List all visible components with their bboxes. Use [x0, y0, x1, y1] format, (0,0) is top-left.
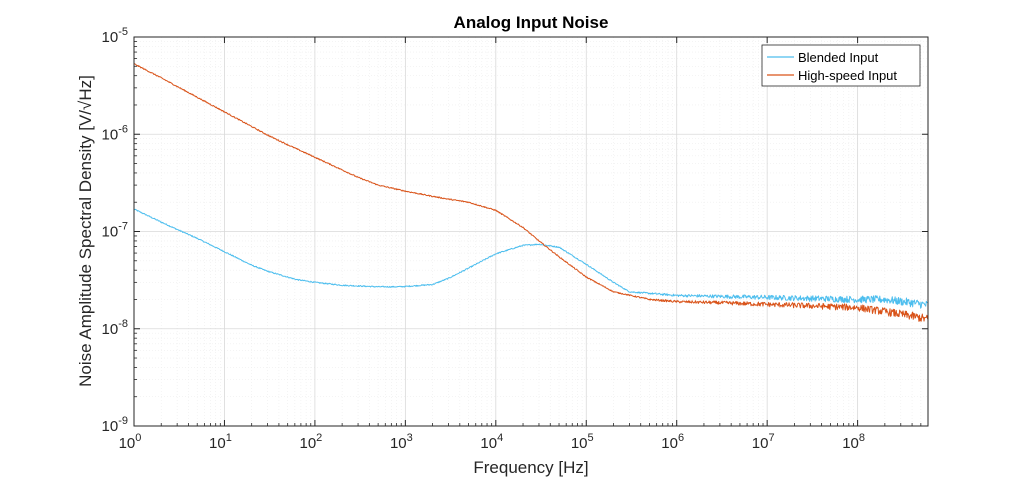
axis-ticks: [133, 36, 929, 427]
legend-box: [761, 44, 921, 87]
y-tick-label: 10-6: [102, 123, 128, 143]
x-tick-label: 105: [571, 432, 594, 452]
y-tick-label: 10-8: [102, 318, 128, 338]
legend: Blended Input High-speed Input: [761, 44, 921, 87]
x-tick-label: 101: [209, 432, 232, 452]
x-tick-label: 100: [119, 432, 142, 452]
x-tick-label: 108: [842, 432, 865, 452]
legend-label-high-speed: High-speed Input: [798, 68, 897, 83]
series-layer: [133, 63, 929, 322]
y-tick-label: 10-5: [102, 26, 128, 46]
y-tick-label: 10-7: [102, 221, 128, 241]
x-tick-label: 103: [390, 432, 413, 452]
x-tick-labels: 100 101 102 103 104 105 106 107 108: [119, 432, 865, 452]
x-tick-label: 104: [480, 432, 503, 452]
y-tick-label: 10-9: [102, 415, 128, 435]
series-line-high-speed: [133, 63, 929, 322]
x-axis-label: Frequency [Hz]: [473, 458, 588, 477]
x-tick-label: 106: [661, 432, 684, 452]
x-tick-label: 102: [299, 432, 322, 452]
minor-grid: [134, 37, 929, 426]
y-axis-label: Noise Amplitude Spectral Density [V/√Hz]: [76, 75, 95, 387]
x-tick-label: 107: [752, 432, 775, 452]
series-line-blended: [133, 208, 929, 309]
y-tick-labels: 10-9 10-8 10-7 10-6 10-5: [102, 26, 128, 435]
legend-label-blended: Blended Input: [798, 50, 879, 65]
chart-title: Analog Input Noise: [454, 13, 609, 32]
